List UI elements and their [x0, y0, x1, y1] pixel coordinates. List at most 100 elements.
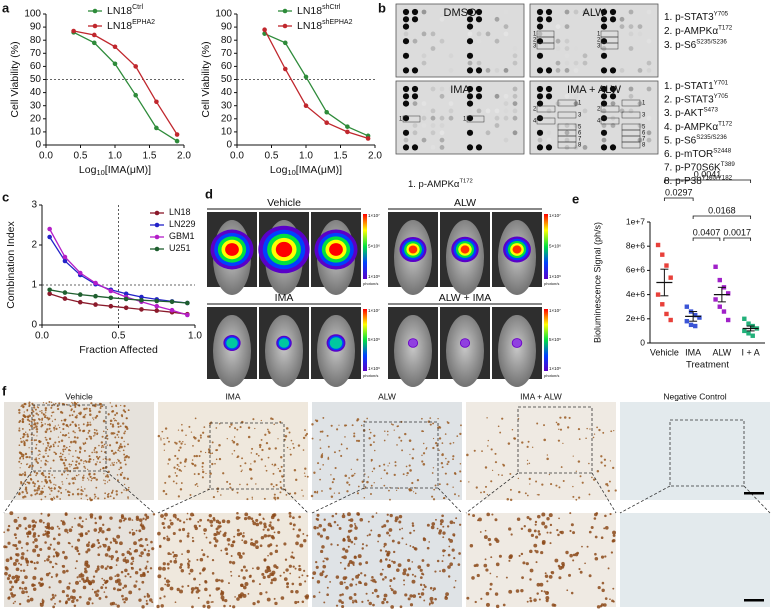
stained-cell — [173, 559, 178, 564]
legend-marker — [282, 8, 288, 14]
stained-cell — [48, 437, 52, 441]
stained-cell — [11, 575, 16, 580]
stained-cell — [43, 485, 46, 487]
stained-cell — [303, 538, 307, 543]
stained-cell — [106, 495, 110, 498]
stained-cell — [208, 541, 212, 544]
blot-spot — [466, 8, 474, 16]
stained-cell — [319, 534, 323, 538]
stained-cell — [162, 566, 166, 571]
stained-cell — [559, 416, 562, 419]
stained-cell — [79, 446, 82, 449]
stained-cell — [568, 416, 571, 420]
stained-cell — [236, 532, 241, 537]
stained-cell — [546, 531, 549, 534]
blot-spot — [466, 129, 474, 136]
target-text: 2. p-AMPKα — [664, 26, 718, 37]
stained-cell — [61, 434, 65, 437]
stained-cell — [481, 450, 483, 453]
stained-cell — [66, 477, 68, 480]
stained-cell — [103, 473, 105, 475]
stained-cell — [36, 461, 39, 465]
stained-cell — [115, 462, 118, 464]
data-point — [139, 294, 144, 300]
stained-cell — [536, 582, 541, 587]
stained-cell — [84, 413, 87, 416]
stained-cell — [447, 565, 451, 569]
stained-cell — [350, 540, 354, 544]
data-point — [345, 124, 350, 129]
blot-spot — [402, 67, 410, 74]
stained-cell — [429, 596, 434, 601]
data-point — [684, 319, 690, 324]
stained-cell — [349, 583, 353, 587]
stained-cell — [494, 461, 498, 464]
stained-cell — [357, 554, 362, 559]
stained-cell — [133, 584, 137, 588]
stained-cell — [33, 423, 36, 426]
stained-cell — [119, 588, 122, 592]
stained-cell — [398, 528, 401, 531]
stained-cell — [38, 489, 40, 491]
stained-cell — [32, 481, 35, 485]
stained-cell — [226, 480, 229, 484]
stained-cell — [228, 560, 232, 564]
stained-cell — [167, 552, 171, 556]
stained-cell — [29, 477, 32, 480]
blot-spot — [619, 16, 625, 22]
stained-cell — [480, 491, 482, 494]
blot-spot — [467, 108, 473, 114]
legend-marker — [154, 246, 160, 252]
spot-box — [536, 117, 556, 125]
stained-cell — [118, 519, 123, 523]
stained-cell — [259, 544, 263, 548]
stained-cell — [271, 418, 274, 421]
stained-cell — [371, 578, 376, 583]
stained-cell — [536, 494, 538, 496]
stained-cell — [123, 432, 126, 435]
stained-cell — [377, 533, 381, 538]
stained-cell — [560, 530, 564, 535]
blot-spot — [546, 53, 552, 59]
stained-cell — [24, 471, 26, 474]
stained-cell — [255, 483, 257, 485]
blot-spot — [512, 53, 518, 59]
stained-cell — [578, 567, 581, 571]
stained-cell — [273, 465, 275, 467]
stained-cell — [449, 442, 452, 445]
stained-cell — [405, 465, 408, 468]
stained-cell — [93, 493, 96, 496]
stained-cell — [35, 474, 37, 477]
stained-cell — [58, 440, 61, 443]
stained-cell — [70, 463, 73, 466]
stained-cell — [45, 402, 48, 405]
stained-cell — [189, 494, 192, 496]
stained-cell — [544, 572, 547, 575]
stained-cell — [9, 580, 13, 584]
stained-cell — [194, 417, 197, 420]
stained-cell — [95, 429, 98, 432]
stained-cell — [54, 452, 58, 455]
stained-cell — [67, 426, 70, 428]
stained-cell — [402, 571, 407, 576]
stained-cell — [494, 452, 497, 455]
stained-cell — [438, 425, 441, 428]
stained-cell — [181, 527, 186, 532]
stained-cell — [184, 465, 186, 468]
stained-cell — [446, 463, 449, 466]
stained-cell — [98, 410, 101, 414]
stained-cell — [175, 474, 178, 477]
stained-cell — [76, 576, 79, 579]
stained-cell — [363, 582, 368, 586]
stained-cell — [82, 585, 87, 590]
stained-cell — [123, 483, 126, 486]
stained-cell — [536, 514, 541, 519]
series-line — [264, 29, 369, 140]
stained-cell — [290, 589, 294, 594]
y-tick-label: 10 — [221, 127, 233, 138]
y-tick-label: 10 — [30, 127, 42, 138]
stained-cell — [74, 567, 77, 570]
stained-cell — [240, 470, 243, 473]
stained-cell — [326, 574, 328, 577]
stained-cell — [572, 531, 576, 535]
